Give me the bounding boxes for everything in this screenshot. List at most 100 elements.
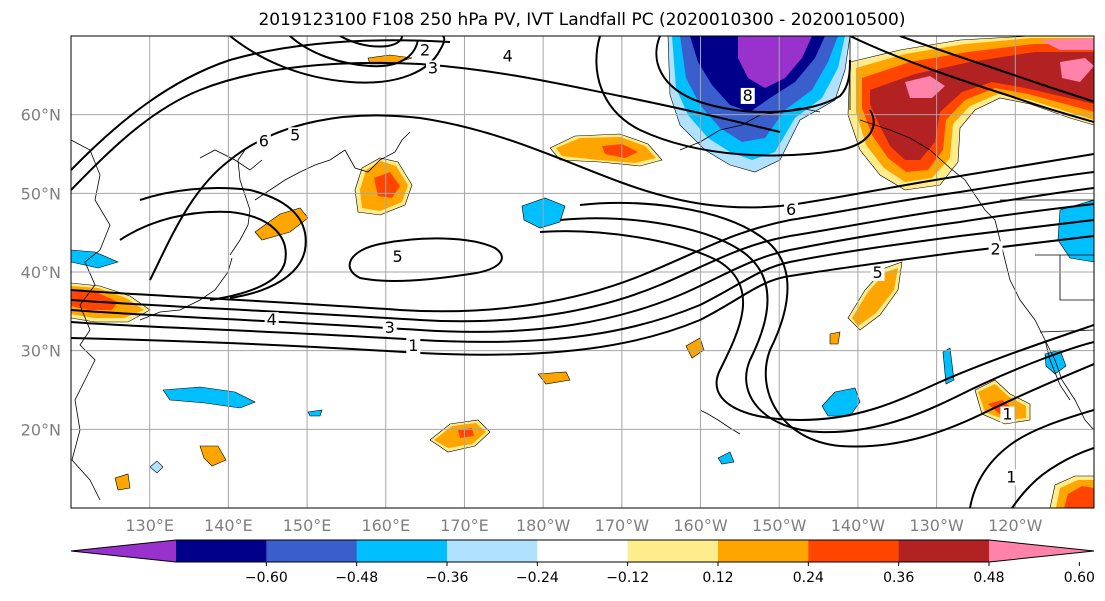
positive-pv-region-east-pacific-orange bbox=[852, 268, 898, 326]
positive-pv-region-gulf-red bbox=[602, 144, 638, 158]
contour-label: 5 bbox=[290, 125, 300, 144]
coastline-baja bbox=[1044, 339, 1071, 401]
contour-wave-east-2 bbox=[559, 217, 1094, 434]
positive-pv-region-small-b bbox=[685, 337, 705, 359]
colorbar-label: −0.48 bbox=[335, 570, 378, 586]
negative-pv-region-small-d bbox=[717, 451, 735, 465]
contour-label: 6 bbox=[259, 132, 269, 151]
negative-pv-region-yellow-sea bbox=[71, 249, 119, 269]
lon-tick-label: 170°E bbox=[440, 516, 489, 535]
lon-tick-label: 180°W bbox=[516, 516, 571, 535]
coastline-siberia bbox=[199, 149, 263, 171]
lat-tick-label: 50°N bbox=[21, 184, 61, 203]
coastline-hawaii bbox=[699, 409, 741, 435]
contour-north-4 bbox=[289, 36, 419, 68]
contour-6-mid bbox=[149, 114, 1094, 281]
contour-label: 1 bbox=[1006, 467, 1016, 486]
coastline-asia bbox=[71, 139, 111, 501]
positive-pv-region-kuril bbox=[254, 207, 309, 241]
contour-1-east-lower bbox=[1011, 447, 1094, 508]
contour-alaska-6 bbox=[595, 36, 875, 157]
contour-north-5 bbox=[339, 36, 403, 48]
contour-5-low bbox=[71, 171, 1094, 313]
contour-label-bg bbox=[988, 241, 1003, 258]
border-us-mexico bbox=[1039, 329, 1094, 333]
colorbar-segment bbox=[808, 540, 900, 562]
lon-tick-label: 140°E bbox=[204, 516, 253, 535]
contour-label: 5 bbox=[873, 263, 883, 282]
contour-label-bg bbox=[264, 312, 279, 329]
contour-1-east bbox=[969, 409, 1094, 508]
negative-pv-region-alaska-min bbox=[738, 36, 812, 88]
gridlines bbox=[71, 36, 1094, 508]
border-us-state-2 bbox=[1059, 255, 1094, 301]
lon-tick-label: 160°E bbox=[361, 516, 410, 535]
negative-pv-region-hawaii-east bbox=[821, 387, 861, 417]
lat-tick-label: 30°N bbox=[21, 342, 61, 361]
colorbar-segment bbox=[356, 540, 448, 562]
positive-pv-region-japan-west-red bbox=[71, 290, 118, 310]
coastline-north-america bbox=[994, 219, 1094, 431]
contour-wave-east bbox=[539, 230, 1094, 422]
contour-label-bg bbox=[500, 48, 515, 65]
colorbar-label: 0.24 bbox=[793, 570, 824, 586]
contour-label: 4 bbox=[503, 47, 513, 66]
lon-tick-label: 130°E bbox=[125, 516, 174, 535]
contour-label-bg bbox=[425, 60, 440, 77]
contour-north-1 bbox=[71, 61, 781, 191]
contour-label: 3 bbox=[385, 318, 395, 337]
colorbar-label: 0.48 bbox=[973, 570, 1004, 586]
positive-pv-region-kamchatka-red bbox=[374, 172, 400, 198]
colorbar-extend-low bbox=[71, 540, 176, 562]
colorbar-segment bbox=[266, 540, 358, 562]
colorbar-extend-high bbox=[989, 540, 1094, 562]
contour-japan-1 bbox=[139, 187, 307, 299]
contour-label: 8 bbox=[743, 86, 753, 105]
axis-tick-labels: 130°E 140°E 150°E 160°E 170°E 180°W 170°W 160°W… bbox=[21, 106, 1043, 535]
lon-tick-label: 120°W bbox=[988, 516, 1043, 535]
contour-label: 1 bbox=[1002, 405, 1012, 424]
contour-label: 2 bbox=[991, 239, 1001, 258]
colorbar-label: 0.36 bbox=[883, 570, 914, 586]
negative-pv-region-small-f bbox=[149, 460, 164, 474]
colorbar: −0.60 −0.48 −0.36 −0.24 −0.12 0.12 0.24 0.36 0.4… bbox=[70, 539, 1095, 586]
contour-label-bg bbox=[784, 202, 799, 218]
colorbar-label: −0.60 bbox=[245, 570, 288, 586]
contour-nwcanada-2 bbox=[899, 36, 1094, 103]
coastlines bbox=[71, 36, 1094, 501]
contour-label-bg bbox=[390, 249, 405, 266]
lon-tick-label: 170°W bbox=[595, 516, 650, 535]
colorbar-label: −0.24 bbox=[516, 570, 559, 586]
colorbar-segment bbox=[627, 540, 719, 562]
contour-north-3 bbox=[229, 36, 446, 84]
colorbar-segment bbox=[537, 540, 629, 562]
lon-tick-label: 160°W bbox=[673, 516, 728, 535]
positive-pv-region-topright bbox=[1040, 38, 1094, 50]
contour-label: 6 bbox=[786, 200, 796, 219]
positive-pv-region-bottom-right-red bbox=[1064, 486, 1094, 508]
colorbar-segment bbox=[447, 540, 538, 562]
contour-label-bg bbox=[406, 338, 421, 355]
positive-pv-region-nwcanada-pink bbox=[1060, 58, 1094, 82]
contour-label-bg bbox=[382, 320, 397, 336]
lon-tick-label: 140°W bbox=[831, 516, 886, 535]
lat-tick-label: 20°N bbox=[21, 420, 61, 439]
contour-label-bg bbox=[1004, 469, 1019, 486]
colorbar-segment bbox=[718, 540, 809, 562]
lon-tick-label: 130°W bbox=[909, 516, 964, 535]
coastline-kamchatka bbox=[344, 131, 411, 173]
contour-3-low bbox=[71, 203, 1094, 333]
contour-alaska-8 bbox=[655, 36, 851, 113]
negative-pv-region-pnw bbox=[1057, 199, 1094, 263]
negative-pv-region-small-e bbox=[307, 409, 323, 417]
contour-label-bg bbox=[418, 42, 433, 59]
colorbar-label: −0.12 bbox=[606, 570, 649, 586]
negative-pv-region-small-h bbox=[942, 347, 955, 385]
lon-tick-label: 150°E bbox=[283, 516, 332, 535]
colorbar-outline bbox=[70, 539, 1095, 563]
colorbar-label: 0.60 bbox=[1064, 570, 1095, 586]
contour-4-low bbox=[71, 187, 1094, 323]
positive-pv-region-small-a bbox=[829, 331, 841, 345]
contour-label: 5 bbox=[392, 247, 402, 266]
